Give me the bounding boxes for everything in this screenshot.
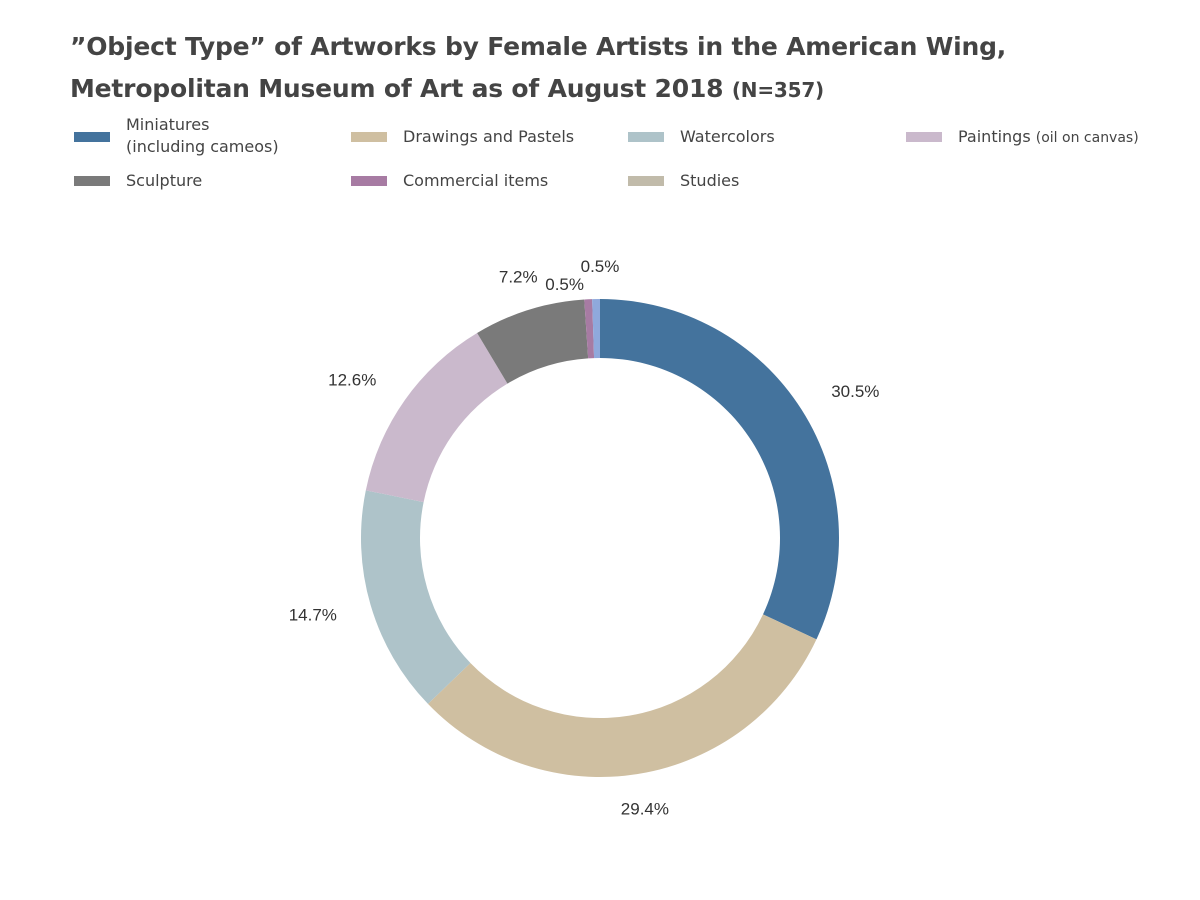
legend-label-note: (oil on canvas) <box>1035 130 1139 146</box>
donut-slice-watercolors[interactable] <box>361 490 471 704</box>
chart-title-text: ”Object Type” of Artworks by Female Arti… <box>70 32 1007 103</box>
legend-swatch <box>628 132 664 142</box>
donut-slice-drawings-and-pastels[interactable] <box>427 614 817 778</box>
chart-title-count: (N=357) <box>731 78 824 102</box>
data-label: 29.4% <box>621 799 669 818</box>
legend-label: Paintings (oil on canvas) <box>958 126 1139 149</box>
data-label: 0.5% <box>545 275 584 294</box>
legend-label: Studies <box>680 171 740 190</box>
legend-swatch <box>351 132 387 142</box>
legend-label-main: Miniatures <box>126 115 210 134</box>
data-label: 7.2% <box>499 267 538 286</box>
legend-label: Drawings and Pastels <box>403 127 575 146</box>
legend-label: Sculpture <box>126 171 203 190</box>
legend-label: Commercial items <box>403 171 549 190</box>
legend-label: Watercolors <box>680 127 775 146</box>
donut-slice-studies[interactable] <box>592 299 600 359</box>
donut-slice-sculpture[interactable] <box>477 299 589 384</box>
legend-label-main: Paintings <box>958 127 1031 146</box>
data-label: 12.6% <box>328 371 376 390</box>
legend-swatch <box>74 176 110 186</box>
legend-swatch <box>74 132 110 142</box>
data-label: 0.5% <box>581 257 620 276</box>
data-label: 14.7% <box>289 606 337 625</box>
donut-slice-paintings-oil-on-canvas[interactable] <box>365 333 508 503</box>
chart-title: ”Object Type” of Artworks by Female Arti… <box>70 26 1180 111</box>
legend-swatch <box>351 176 387 186</box>
donut-slice-miniatures-including-cameos[interactable] <box>600 299 840 640</box>
legend-swatch <box>628 176 664 186</box>
legend-label-note: (including cameos) <box>126 137 279 156</box>
donut-slice-commercial-items[interactable] <box>584 299 595 359</box>
data-label: 30.5% <box>831 382 879 401</box>
legend-swatch <box>906 132 942 142</box>
legend-label: Miniatures (including cameos) <box>126 114 279 158</box>
